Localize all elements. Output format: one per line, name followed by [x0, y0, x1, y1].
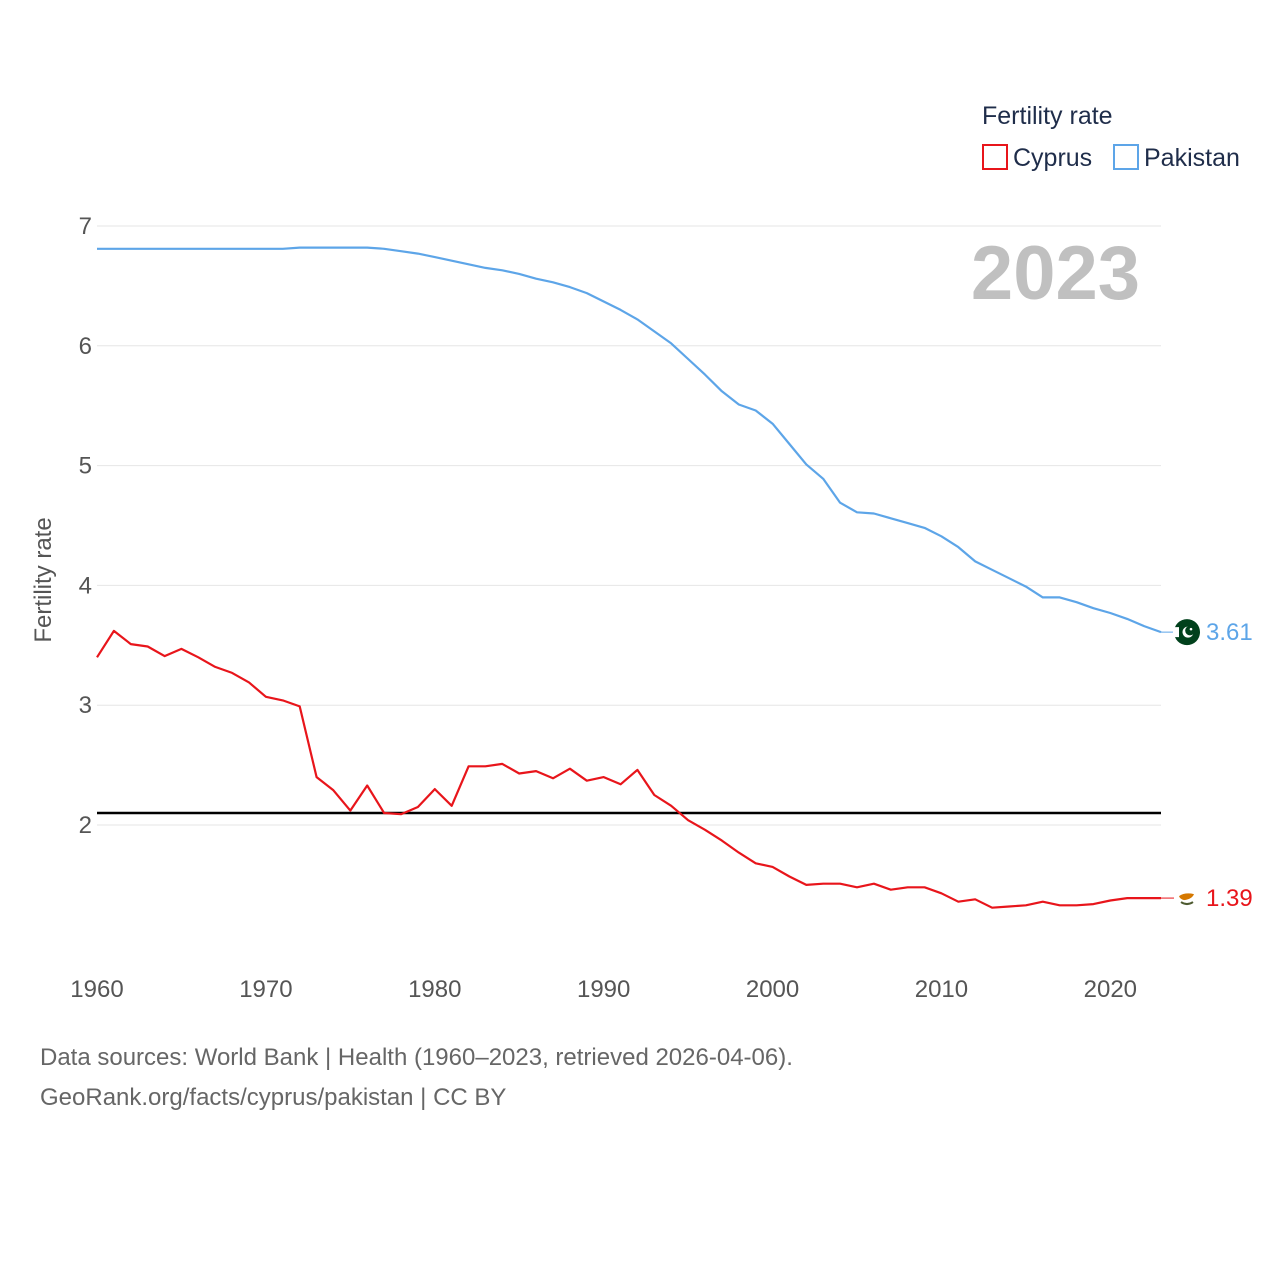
- y-tick-label: 6: [79, 333, 92, 360]
- y-tick-label: 5: [79, 453, 92, 480]
- x-tick-label: 1980: [408, 976, 461, 1003]
- y-axis-ticks: 2 3 4 5 6 7: [79, 213, 92, 839]
- series-line-pakistan: [97, 246, 1162, 634]
- grid: [97, 225, 1161, 826]
- x-tick-label: 1990: [577, 976, 630, 1003]
- cyprus-end-value: 1.39: [1206, 885, 1253, 912]
- pakistan-end-value: 3.61: [1206, 619, 1253, 646]
- y-tick-label: 2: [79, 812, 92, 839]
- y-tick-label: 3: [79, 692, 92, 719]
- x-tick-label: 1960: [70, 976, 123, 1003]
- pakistan-flag-icon: [1173, 619, 1200, 646]
- footer-attribution[interactable]: GeoRank.org/facts/cyprus/pakistan | CC B…: [40, 1084, 507, 1111]
- legend-label-pakistan: Pakistan: [1144, 144, 1240, 172]
- legend-swatch-pakistan: [1113, 144, 1139, 170]
- legend: Fertility rate Cyprus Pakistan: [982, 102, 1240, 172]
- legend-label-cyprus: Cyprus: [1013, 144, 1092, 172]
- cyprus-end-marker: 1.39: [1161, 885, 1253, 912]
- year-display: 2023: [971, 231, 1140, 316]
- fertility-rate-chart: 2 3 4 5 6 7 1960 1970 1980 1990 2000 2010 2020 2023…: [30, 102, 1253, 1003]
- legend-item-cyprus[interactable]: Cyprus: [982, 144, 1092, 172]
- pakistan-end-marker: 3.61: [1161, 619, 1253, 646]
- y-tick-label: 4: [79, 572, 92, 599]
- y-axis-label: Fertility rate: [30, 517, 57, 642]
- legend-item-pakistan[interactable]: Pakistan: [1113, 144, 1240, 172]
- series-line-cyprus: [96, 629, 1161, 909]
- x-tick-label: 1970: [239, 976, 292, 1003]
- series-lines: [96, 246, 1162, 909]
- x-tick-label: 2020: [1084, 976, 1137, 1003]
- x-axis-ticks: 1960 1970 1980 1990 2000 2010 2020: [70, 976, 1137, 1003]
- footer-sources: Data sources: World Bank | Health (1960–…: [40, 1044, 793, 1071]
- x-tick-label: 2010: [915, 976, 968, 1003]
- x-tick-label: 2000: [746, 976, 799, 1003]
- cyprus-flag-icon: [1174, 885, 1200, 912]
- y-tick-label: 7: [79, 213, 92, 240]
- legend-swatch-cyprus: [982, 144, 1008, 170]
- legend-title: Fertility rate: [982, 102, 1113, 130]
